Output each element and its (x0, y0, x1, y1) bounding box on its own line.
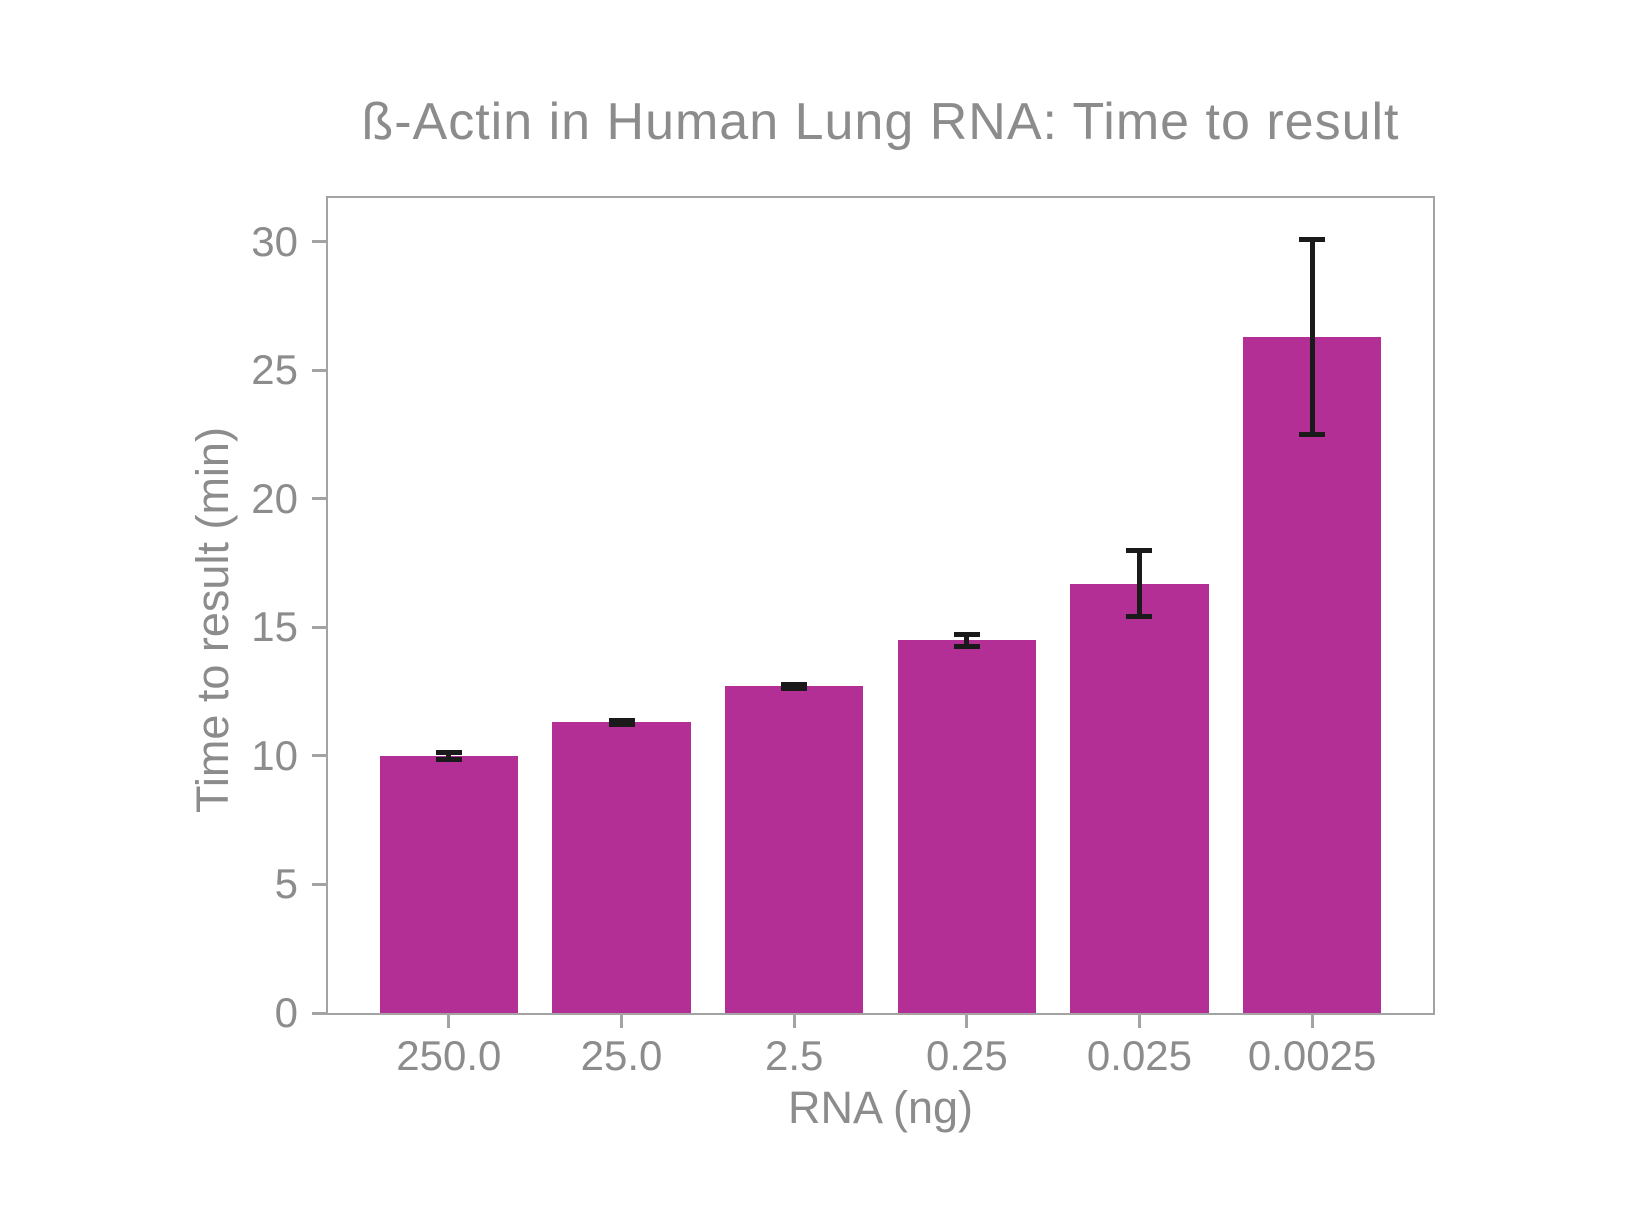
chart-title: ß-Actin in Human Lung RNA: Time to resul… (361, 93, 1400, 151)
x-tick-label: 25.0 (580, 1032, 663, 1079)
error-bar-cap-bottom (781, 685, 808, 691)
error-bar-cap-top (953, 631, 980, 637)
x-tick-mark (965, 1015, 969, 1028)
bar (1070, 583, 1209, 1013)
error-bar-cap-top (435, 750, 462, 756)
error-bar-cap-top (1126, 548, 1153, 554)
y-tick-mark (312, 625, 328, 629)
error-bar-cap-bottom (1299, 431, 1326, 437)
x-axis-label: RNA (ng) (787, 1082, 974, 1133)
y-tick-label: 10 (251, 731, 298, 779)
error-bar-cap-bottom (435, 756, 462, 762)
y-tick-label: 30 (251, 217, 298, 265)
y-tick-label: 5 (274, 860, 298, 908)
x-tick-label: 0.25 (925, 1032, 1008, 1079)
x-tick-label: 0.025 (1086, 1032, 1193, 1079)
y-tick-mark (312, 1011, 328, 1015)
y-tick-mark (312, 368, 328, 372)
error-bar-cap-top (608, 718, 635, 724)
y-tick-mark (312, 882, 328, 886)
error-bar-cap-top (1299, 237, 1326, 243)
y-tick-mark (312, 497, 328, 501)
error-bar-line (964, 633, 970, 647)
y-tick-label: 15 (251, 603, 298, 651)
x-tick-mark (792, 1015, 796, 1028)
y-tick-mark (312, 240, 328, 244)
x-tick-mark (447, 1015, 451, 1028)
bar (725, 686, 864, 1013)
bar (552, 722, 691, 1013)
x-tick-mark (1310, 1015, 1314, 1028)
error-bar-line (1136, 550, 1142, 618)
error-bar-line (446, 752, 452, 760)
x-tick-label: 0.0025 (1247, 1032, 1377, 1079)
error-bar-cap-top (781, 682, 808, 688)
error-bar-line (1309, 239, 1315, 435)
error-bar-cap-bottom (608, 721, 635, 727)
y-tick-mark (312, 754, 328, 758)
bar (897, 640, 1036, 1013)
y-tick-label: 20 (251, 474, 298, 522)
x-tick-mark (1137, 1015, 1141, 1028)
bar (379, 755, 518, 1013)
error-bar-cap-bottom (953, 643, 980, 649)
y-tick-label: 25 (251, 346, 298, 394)
x-tick-label: 250.0 (396, 1032, 502, 1079)
error-bar-cap-bottom (1126, 614, 1153, 620)
y-tick-label: 0 (274, 989, 298, 1036)
x-tick-label: 2.5 (764, 1032, 824, 1079)
x-tick-mark (620, 1015, 624, 1028)
bar (1243, 336, 1382, 1013)
